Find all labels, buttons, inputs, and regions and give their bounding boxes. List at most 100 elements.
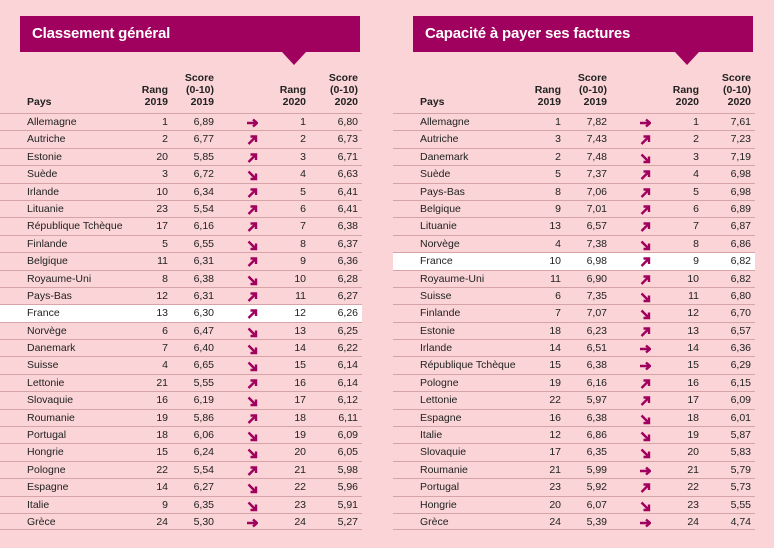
- rank-2020: 2: [693, 133, 699, 146]
- table-row: Finlande 7 7,07 12 6,70: [393, 304, 755, 321]
- rank-2019: 24: [156, 515, 168, 528]
- table-row: France 10 6,98 9 6,82: [393, 252, 755, 270]
- score-2019: 5,85: [193, 150, 214, 163]
- score-2020: 6,27: [337, 289, 358, 302]
- country-name: Grèce: [420, 515, 449, 528]
- rank-2019: 23: [156, 202, 168, 215]
- table-row: Espagne 16 6,38 18 6,01: [393, 408, 755, 426]
- score-2020: 7,19: [730, 150, 751, 163]
- score-2020: 6,14: [337, 376, 358, 389]
- table-row: Slovaquie 17 6,35 20 5,83: [393, 443, 755, 460]
- arrow-down-right-icon: [245, 497, 259, 512]
- score-2019: 6,16: [586, 376, 607, 389]
- arrow-down-right-icon: [638, 410, 652, 425]
- rank-2020: 8: [693, 237, 699, 250]
- score-2020: 6,26: [337, 307, 358, 320]
- rank-2020: 8: [300, 237, 306, 250]
- country-name: Suède: [27, 168, 58, 181]
- banner-notch: [675, 52, 699, 65]
- country-name: Pays-Bas: [27, 289, 72, 302]
- rank-2020: 6: [300, 202, 306, 215]
- score-2020: 6,89: [730, 202, 751, 215]
- country-name: Roumanie: [420, 463, 468, 476]
- table-row: Suède 5 7,37 4 6,98: [393, 165, 755, 182]
- score-2019: 5,92: [586, 481, 607, 494]
- panel-title: Capacité à payer ses factures: [425, 25, 631, 42]
- rank-2020: 3: [693, 150, 699, 163]
- arrow-right-icon: [245, 114, 259, 129]
- rank-2020: 1: [300, 116, 306, 128]
- country-name: Autriche: [27, 133, 66, 146]
- table-row: Roumanie 21 5,99 21 5,79: [393, 460, 755, 478]
- arrow-down-right-icon: [638, 149, 652, 164]
- country-name: Hongrie: [27, 446, 64, 459]
- col-header-rang-2020: Rang 2020: [279, 84, 306, 108]
- table-row: Allemagne 1 6,89 1 6,80: [0, 113, 362, 130]
- rank-2019: 8: [162, 272, 168, 285]
- score-2020: 6,09: [730, 394, 751, 407]
- country-name: Suède: [420, 168, 451, 181]
- col-header-pays: Pays: [27, 96, 52, 108]
- arrow-down-right-icon: [245, 166, 259, 181]
- rank-2019: 15: [549, 359, 561, 372]
- country-name: Irlande: [420, 342, 453, 355]
- score-2020: 6,22: [337, 342, 358, 355]
- rank-2019: 4: [555, 237, 561, 250]
- rank-2019: 6: [162, 324, 168, 337]
- table-row: Hongrie 20 6,07 23 5,55: [393, 495, 755, 513]
- score-2020: 6,11: [338, 411, 358, 424]
- country-name: Autriche: [420, 133, 459, 146]
- rank-2020: 17: [687, 394, 699, 407]
- score-2019: 5,99: [586, 463, 607, 476]
- score-2019: 7,35: [586, 289, 607, 302]
- country-name: Royaume-Uni: [27, 272, 92, 285]
- score-2019: 6,72: [193, 168, 214, 181]
- rank-2020: 2: [300, 133, 306, 146]
- score-2020: 5,87: [730, 429, 751, 442]
- rank-2019: 18: [549, 324, 561, 337]
- country-name: Grèce: [27, 515, 56, 528]
- score-2020: 6,71: [337, 150, 358, 163]
- score-2019: 6,06: [193, 429, 214, 442]
- ranking-table: Allemagne 1 6,89 1 6,80 Autriche 2 6,77 2 6,73 Est…: [0, 113, 362, 531]
- table-row: Suède 3 6,72 4 6,63: [0, 165, 362, 182]
- rank-2020: 11: [688, 289, 699, 302]
- table-row: Autriche 3 7,43 2 7,23: [393, 130, 755, 147]
- score-2019: 6,90: [586, 272, 607, 285]
- rank-2019: 14: [156, 481, 168, 494]
- rank-2019: 2: [162, 133, 168, 146]
- country-name: France: [27, 307, 60, 320]
- score-2020: 5,27: [337, 515, 358, 528]
- rank-2019: 22: [549, 394, 561, 407]
- score-2019: 6,34: [193, 185, 214, 198]
- score-2020: 6,86: [730, 237, 751, 250]
- rank-2020: 1: [693, 116, 699, 128]
- table-row: Danemark 2 7,48 3 7,19: [393, 147, 755, 165]
- score-2019: 6,98: [586, 255, 607, 268]
- country-name: Belgique: [27, 255, 68, 268]
- rank-2020: 5: [693, 185, 699, 198]
- arrow-up-right-icon: [245, 149, 259, 164]
- rank-2020: 16: [687, 376, 699, 389]
- rank-2020: 10: [294, 272, 306, 285]
- table-row: Estonie 18 6,23 13 6,57: [393, 321, 755, 339]
- rank-2020: 21: [687, 463, 699, 476]
- rank-2019: 9: [162, 498, 168, 511]
- score-2020: 5,73: [730, 481, 751, 494]
- rank-2020: 24: [687, 515, 699, 528]
- rank-2019: 5: [162, 237, 168, 250]
- score-2020: 6,98: [730, 168, 751, 181]
- arrow-up-right-icon: [245, 253, 259, 268]
- country-name: Finlande: [420, 307, 461, 320]
- col-header-score-2020: Score (0-10) 2020: [721, 72, 751, 108]
- table-row: Belgique 11 6,31 9 6,36: [0, 252, 362, 269]
- score-2019: 6,40: [193, 342, 214, 355]
- rank-2020: 20: [687, 446, 699, 459]
- arrow-up-right-icon: [245, 305, 259, 320]
- score-2020: 6,80: [337, 116, 358, 128]
- rank-2019: 22: [156, 463, 168, 476]
- arrow-down-right-icon: [245, 357, 259, 372]
- arrow-right-icon: [638, 462, 652, 477]
- score-2019: 5,54: [193, 463, 214, 476]
- table-row: France 13 6,30 12 6,26: [0, 304, 362, 322]
